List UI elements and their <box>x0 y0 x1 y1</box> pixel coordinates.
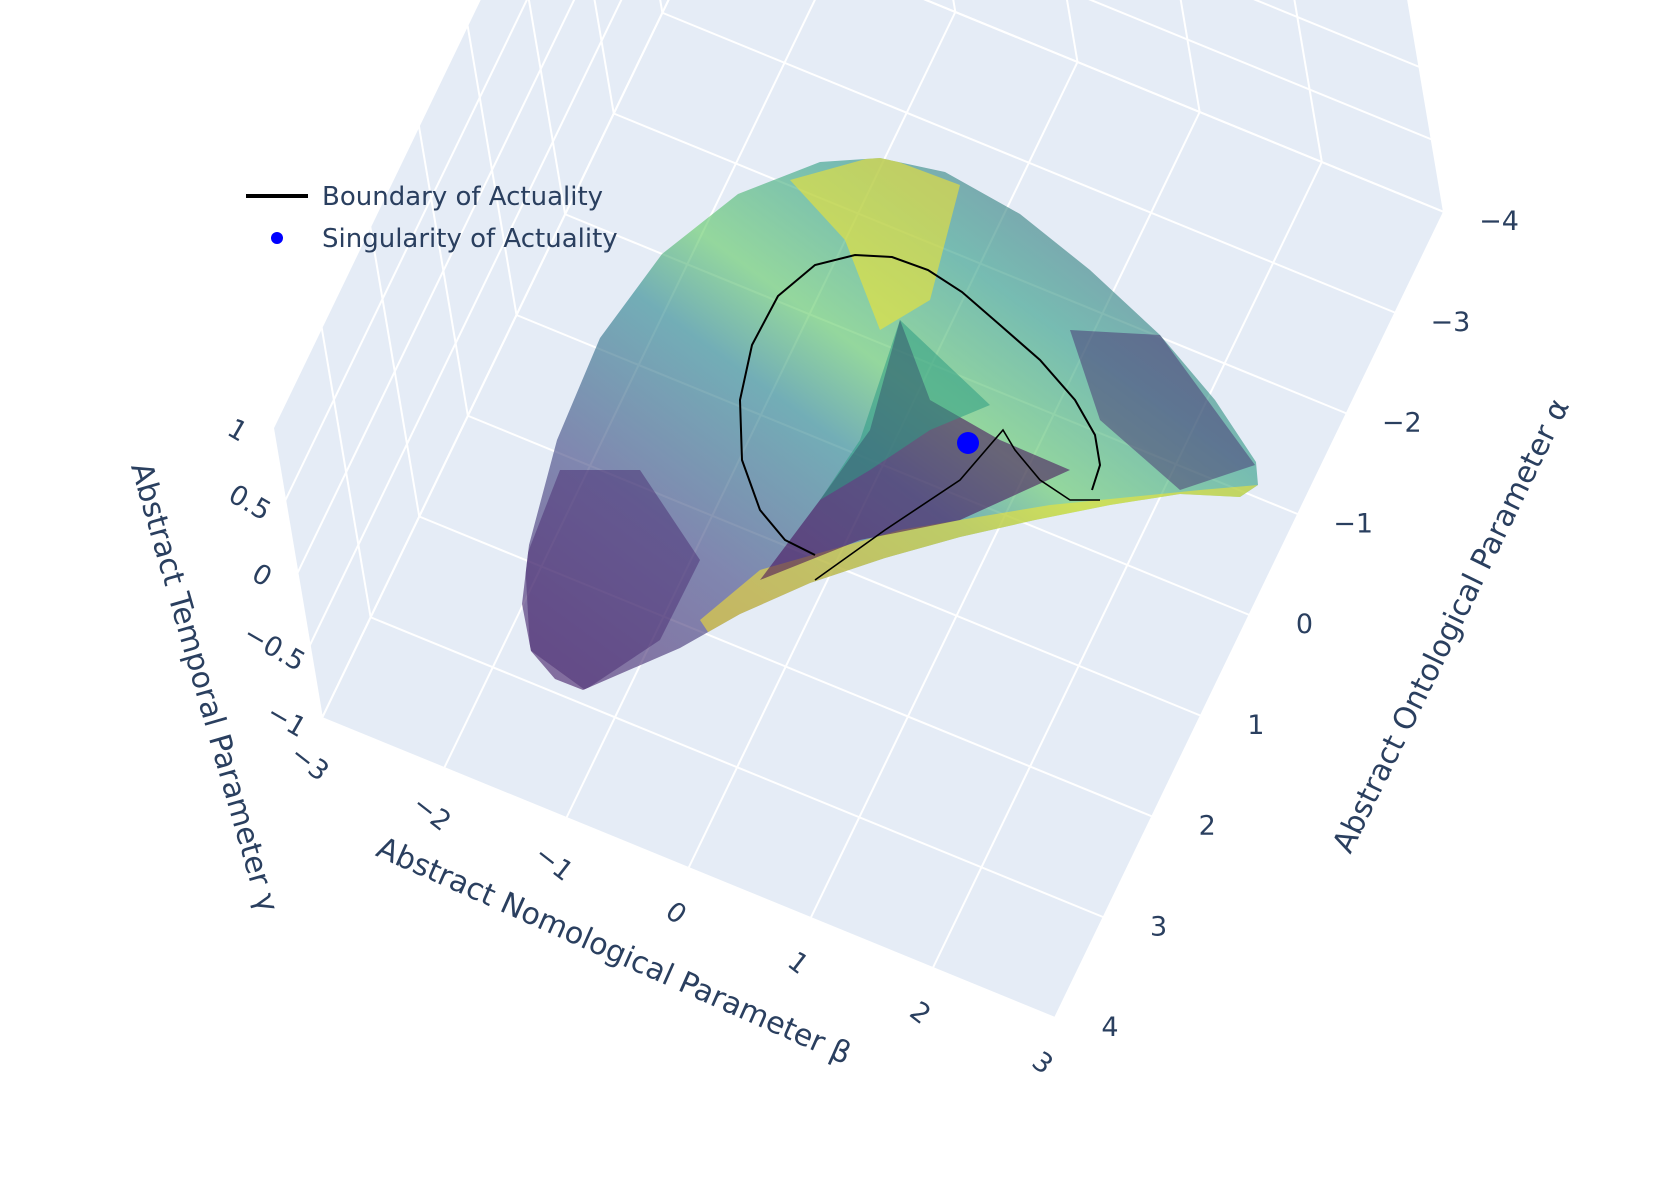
surface-crest-1 <box>700 485 1258 650</box>
grid-wall-gamma <box>1088 0 1433 141</box>
legend-marker-swatch <box>271 232 283 244</box>
y-tick-label: −1 <box>528 839 578 888</box>
z-tick-label: 1 <box>222 413 252 448</box>
grid-side-gamma <box>284 0 528 501</box>
z-tick-label: −1 <box>261 697 311 744</box>
z-tick-label: 0.5 <box>223 479 276 527</box>
x-tick-label: −3 <box>1430 307 1470 338</box>
x-axis-title: Abstract Ontological Parameter α <box>1326 393 1577 858</box>
boundary-curve-lower <box>814 428 1100 581</box>
boundary-curve <box>738 253 1102 556</box>
grid-floor-beta <box>1054 211 1445 1019</box>
z-tick-label: 0 <box>247 558 277 593</box>
surface-saddle-ridge <box>820 320 990 500</box>
x-tick-label: −2 <box>1382 408 1422 439</box>
x-tick-label: 4 <box>1101 1012 1118 1043</box>
y-tick-label: 0 <box>659 896 692 931</box>
x-tick-label: 2 <box>1199 811 1216 842</box>
x-tick-label: 0 <box>1296 609 1313 640</box>
legend-label: Singularity of Actuality <box>322 224 618 254</box>
grid-side-gamma <box>272 0 481 429</box>
grid-wall-gamma <box>923 0 1445 213</box>
z-tick-label: −0.5 <box>238 618 310 678</box>
grid-wall-gamma <box>1253 0 1420 68</box>
surface-saddle-core <box>760 320 1070 580</box>
x-tick-label: −1 <box>1333 508 1373 539</box>
singularity-marker <box>957 432 979 454</box>
legend-label: Boundary of Actuality <box>322 182 603 212</box>
grid-wall-beta <box>1179 0 1201 113</box>
grid-side-gamma <box>321 0 670 719</box>
surface-trough-1 <box>1070 330 1255 490</box>
back-wall-beta <box>273 0 669 718</box>
y-tick-label: −2 <box>406 789 456 838</box>
legend: Boundary of Actuality Singularity of Actu… <box>246 182 618 254</box>
x-tick-label: −4 <box>1479 206 1519 237</box>
grid-side-gamma <box>296 0 576 574</box>
grid-floor-beta <box>931 161 1323 969</box>
grid-side-gamma <box>308 0 623 646</box>
surface-crest-0 <box>790 158 960 330</box>
x-tick-label: 3 <box>1150 911 1167 942</box>
z-axis-title: Abstract Temporal Parameter γ <box>123 459 285 916</box>
x-tick-label: 1 <box>1247 710 1264 741</box>
y-tick-label: 1 <box>782 946 815 981</box>
y-tick-label: 3 <box>1026 1046 1059 1081</box>
y-tick-label: 2 <box>904 996 937 1031</box>
y-tick-label: −3 <box>284 739 334 788</box>
surface-trough-0 <box>525 470 700 690</box>
grid-wall-beta <box>1066 0 1079 63</box>
grid-side-alpha <box>593 0 615 114</box>
